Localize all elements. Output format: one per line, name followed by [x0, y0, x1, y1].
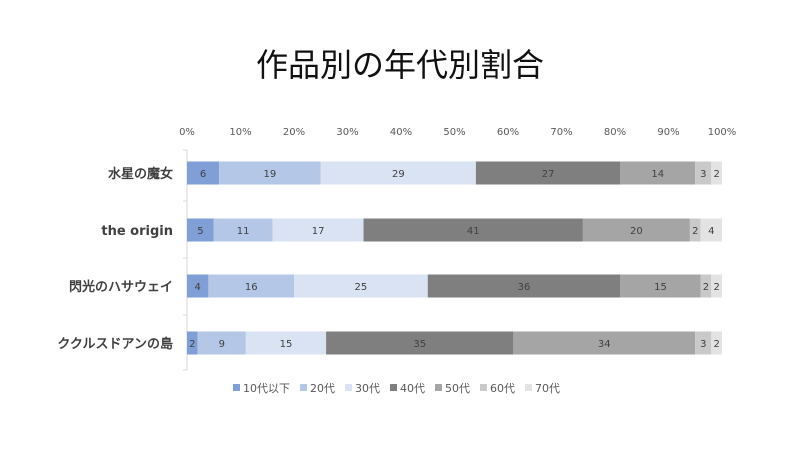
bar-segment[interactable]: [363, 218, 583, 242]
data-label: 15: [654, 282, 667, 293]
bar-segment[interactable]: [695, 331, 712, 355]
bar-segment[interactable]: [213, 218, 273, 242]
bar-segment[interactable]: [700, 218, 722, 242]
bar-segment[interactable]: [187, 218, 214, 242]
legend-swatch: [525, 384, 532, 391]
bar-segment[interactable]: [620, 274, 701, 298]
legend-swatch: [435, 384, 442, 391]
bar-segment[interactable]: [320, 161, 476, 185]
x-tick-label: 70%: [550, 127, 572, 138]
data-label: 2: [713, 282, 719, 293]
bar-segment[interactable]: [208, 274, 294, 298]
bars-layer: 6 19 29 27 14 3 25 11 17 41 20 2 44 16 25 36 15 2 22 9 15 35 3…: [187, 161, 722, 355]
data-label: 3: [700, 339, 706, 350]
category-label: 閃光のハサウェイ: [69, 279, 173, 295]
bar-segment[interactable]: [326, 331, 514, 355]
data-label: 14: [651, 169, 664, 180]
legend-swatch: [480, 384, 487, 391]
x-tick-label: 50%: [443, 127, 465, 138]
bar-segment[interactable]: [475, 161, 621, 185]
data-label: 34: [598, 339, 611, 350]
bar-segment[interactable]: [711, 274, 722, 298]
legend-label: 10代以下: [243, 382, 290, 395]
legend-label: 40代: [400, 382, 425, 395]
legend-swatch: [390, 384, 397, 391]
bar-segment[interactable]: [187, 274, 209, 298]
data-label: 11: [237, 226, 250, 237]
bar-segment[interactable]: [427, 274, 621, 298]
data-label: 6: [200, 169, 206, 180]
legend-label: 70代: [535, 382, 560, 395]
category-label: 水星の魔女: [108, 166, 173, 182]
data-label: 15: [280, 339, 293, 350]
axis-layer: 0% 10% 20% 30% 40% 50% 60% 70% 80% 90% 100% 水星の魔女 th…: [57, 127, 737, 371]
data-label: 2: [692, 226, 698, 237]
data-label: 2: [713, 339, 719, 350]
x-tick-label: 90%: [657, 127, 679, 138]
bar-segment[interactable]: [187, 331, 198, 355]
bar-segment[interactable]: [700, 274, 712, 298]
data-label: 27: [542, 169, 555, 180]
legend-label: 50代: [445, 382, 470, 395]
data-label: 19: [264, 169, 277, 180]
x-tick-label: 10%: [229, 127, 251, 138]
bar-segment[interactable]: [689, 218, 701, 242]
data-label: 2: [703, 282, 709, 293]
legend-swatch: [300, 384, 307, 391]
bar-segment[interactable]: [620, 161, 696, 185]
x-tick-label: 100%: [708, 127, 737, 138]
data-label: 16: [245, 282, 258, 293]
legend-swatch: [233, 384, 240, 391]
legend-label: 20代: [310, 382, 335, 395]
bar-segment[interactable]: [711, 161, 722, 185]
data-label: 25: [355, 282, 368, 293]
bar-segment[interactable]: [294, 274, 428, 298]
x-tick-label: 0%: [179, 127, 195, 138]
x-tick-label: 20%: [283, 127, 305, 138]
bar-segment[interactable]: [197, 331, 246, 355]
bar-segment[interactable]: [272, 218, 364, 242]
data-label: 4: [708, 226, 714, 237]
legend-swatch: [345, 384, 352, 391]
data-label: 5: [197, 226, 203, 237]
data-label: 41: [467, 226, 480, 237]
bar-segment[interactable]: [187, 161, 220, 185]
legend-label: 60代: [490, 382, 515, 395]
data-label: 29: [392, 169, 405, 180]
legend-label: 30代: [355, 382, 380, 395]
x-tick-label: 40%: [390, 127, 412, 138]
bar-segment[interactable]: [695, 161, 712, 185]
bar-segment[interactable]: [582, 218, 690, 242]
x-tick-label: 30%: [336, 127, 358, 138]
category-label: the origin: [101, 224, 173, 239]
data-label: 9: [219, 339, 225, 350]
chart-title: 作品別の年代別割合: [255, 46, 544, 84]
data-label: 3: [700, 169, 706, 180]
bar-segment[interactable]: [711, 331, 722, 355]
data-label: 17: [312, 226, 325, 237]
category-label: ククルスドアンの島: [57, 336, 173, 352]
data-label: 2: [189, 339, 195, 350]
data-label: 35: [413, 339, 426, 350]
bar-segment[interactable]: [245, 331, 327, 355]
bar-segment[interactable]: [219, 161, 321, 185]
data-label: 2: [713, 169, 719, 180]
data-label: 4: [195, 282, 201, 293]
data-label: 20: [630, 226, 643, 237]
bar-segment[interactable]: [513, 331, 696, 355]
x-tick-label: 60%: [497, 127, 519, 138]
data-label: 36: [518, 282, 531, 293]
legend[interactable]: 10代以下 20代 30代 40代 50代 60代 70代: [233, 382, 560, 395]
x-tick-label: 80%: [604, 127, 626, 138]
